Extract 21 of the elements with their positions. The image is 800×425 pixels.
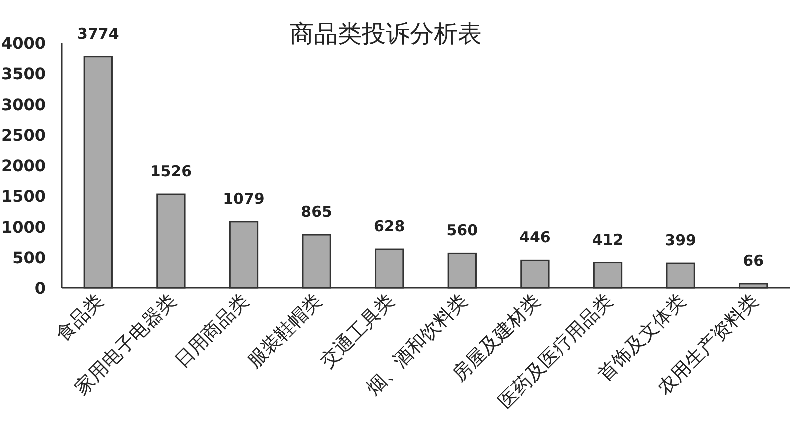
y-tick-label: 1500: [1, 187, 46, 206]
y-tick-label: 4000: [1, 34, 46, 53]
data-label: 66: [743, 252, 764, 270]
chart-title: 商品类投诉分析表: [290, 20, 482, 48]
y-tick-label: 1000: [1, 218, 46, 237]
y-tick-label: 3000: [1, 95, 46, 114]
data-label: 865: [301, 203, 332, 222]
data-label: 412: [592, 230, 624, 249]
data-label: 446: [520, 228, 551, 247]
y-tick-label: 0: [34, 279, 46, 298]
data-label: 1079: [223, 190, 265, 208]
x-tick-label: 食品类: [52, 290, 108, 346]
y-tick-label: 3500: [1, 64, 46, 84]
y-tick-label: 2500: [1, 126, 46, 145]
data-label: 3774: [78, 24, 120, 43]
data-label: 628: [374, 218, 406, 236]
data-label: 399: [665, 232, 696, 250]
data-label: 1526: [150, 162, 192, 181]
y-tick-label: 2000: [1, 156, 46, 176]
data-label: 560: [446, 222, 478, 240]
y-tick-label: 500: [12, 248, 46, 268]
